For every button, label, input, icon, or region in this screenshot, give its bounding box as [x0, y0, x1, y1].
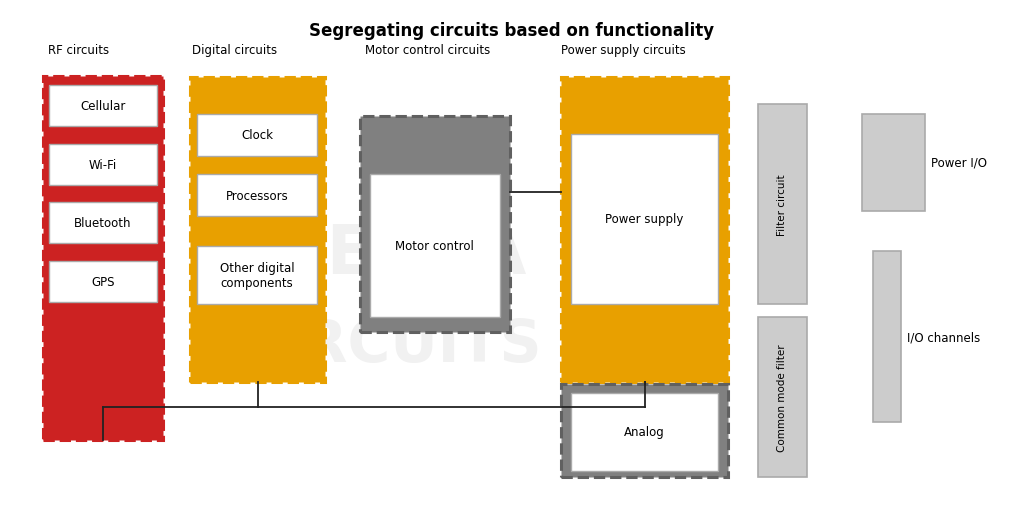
Text: Processors: Processors: [225, 189, 289, 202]
Text: Common mode filter: Common mode filter: [777, 344, 787, 451]
Text: CIRCUITS: CIRCUITS: [239, 316, 542, 373]
Bar: [49, 262, 157, 302]
Text: RF circuits: RF circuits: [48, 44, 109, 56]
Bar: [758, 104, 807, 304]
Bar: [758, 317, 807, 477]
Text: Filter circuit: Filter circuit: [777, 174, 787, 235]
Text: Digital circuits: Digital circuits: [193, 44, 278, 56]
Text: Other digital
components: Other digital components: [220, 262, 294, 290]
Bar: [198, 175, 317, 217]
Text: Power supply: Power supply: [605, 213, 684, 226]
Text: Clock: Clock: [241, 129, 273, 142]
Bar: [872, 252, 901, 422]
Bar: [49, 203, 157, 244]
Text: I/O channels: I/O channels: [907, 331, 980, 344]
Bar: [198, 247, 317, 304]
Text: Wi-Fi: Wi-Fi: [88, 158, 117, 172]
Bar: [561, 385, 728, 477]
Bar: [190, 78, 325, 382]
Bar: [571, 134, 718, 304]
Text: Cellular: Cellular: [80, 100, 125, 113]
Bar: [49, 145, 157, 185]
Text: SIERRA: SIERRA: [254, 221, 526, 288]
Bar: [359, 117, 510, 332]
Text: GPS: GPS: [91, 275, 115, 289]
Bar: [43, 77, 163, 440]
Text: Motor control circuits: Motor control circuits: [365, 44, 489, 56]
Bar: [571, 393, 718, 471]
Text: Bluetooth: Bluetooth: [74, 217, 131, 230]
Text: Analog: Analog: [625, 426, 665, 438]
Bar: [198, 115, 317, 157]
Text: Segregating circuits based on functionality: Segregating circuits based on functional…: [309, 22, 715, 40]
Text: Power I/O: Power I/O: [932, 156, 987, 169]
Bar: [370, 175, 500, 317]
Bar: [49, 86, 157, 127]
Text: Power supply circuits: Power supply circuits: [561, 44, 685, 56]
Text: Motor control: Motor control: [395, 239, 474, 252]
Bar: [862, 115, 926, 212]
Bar: [561, 78, 728, 382]
